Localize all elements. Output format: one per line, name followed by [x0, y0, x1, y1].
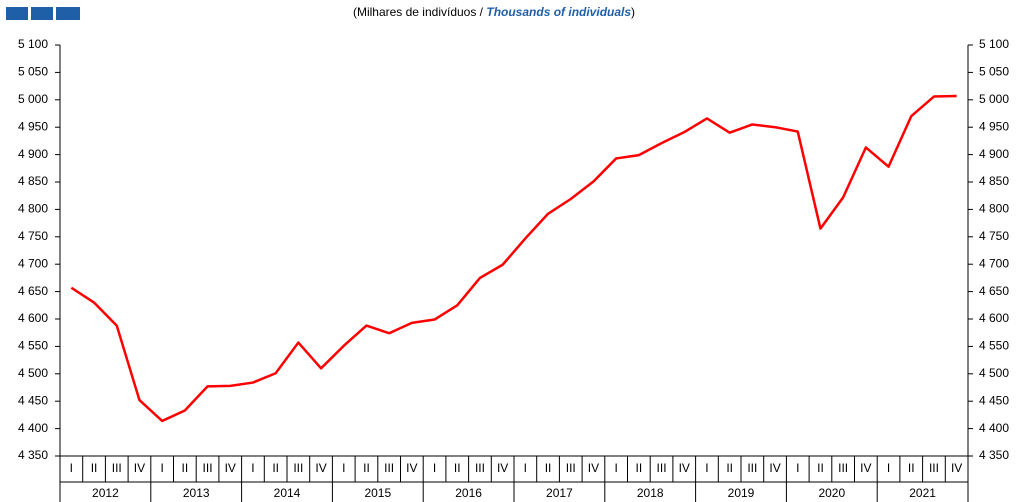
x-tick-label: I [342, 461, 345, 475]
y2-tick-label: 4 350 [979, 448, 1009, 462]
x-tick-label: IV [134, 461, 145, 475]
x-tick-label: II [636, 461, 643, 475]
year-label: 2012 [92, 486, 119, 500]
x-tick-label: I [70, 461, 73, 475]
y-tick-label: 5 050 [18, 65, 48, 79]
year-label: 2018 [637, 486, 664, 500]
x-tick-label: III [475, 461, 485, 475]
y-tick-label: 4 550 [18, 339, 48, 353]
x-tick-label: I [433, 461, 436, 475]
y2-tick-label: 5 100 [979, 37, 1009, 51]
x-tick-label: IV [769, 461, 780, 475]
title-en: Thousands of individuals [486, 5, 631, 19]
y-tick-label: 4 700 [18, 256, 48, 270]
x-tick-label: IV [315, 461, 326, 475]
y2-tick-label: 4 600 [979, 311, 1009, 325]
logo-block [56, 7, 80, 20]
y-tick-label: 4 600 [18, 311, 48, 325]
title-pt: (Milhares de indivíduos / [353, 5, 486, 19]
year-label: 2017 [546, 486, 573, 500]
y-tick-label: 4 750 [18, 229, 48, 243]
y2-tick-label: 4 900 [979, 147, 1009, 161]
y-tick-label: 4 900 [18, 147, 48, 161]
logo-block [31, 7, 53, 20]
x-tick-label: III [657, 461, 667, 475]
x-tick-label: III [929, 461, 939, 475]
y-tick-label: 4 650 [18, 284, 48, 298]
x-tick-label: IV [406, 461, 417, 475]
year-label: 2015 [364, 486, 391, 500]
x-tick-label: II [908, 461, 915, 475]
x-tick-label: IV [951, 461, 962, 475]
x-tick-label: I [160, 461, 163, 475]
x-tick-label: III [747, 461, 757, 475]
x-tick-label: III [384, 461, 394, 475]
y2-tick-label: 4 500 [979, 366, 1009, 380]
year-label: 2014 [274, 486, 301, 500]
y2-tick-label: 4 750 [979, 229, 1009, 243]
y2-tick-label: 4 800 [979, 202, 1009, 216]
x-tick-label: II [726, 461, 733, 475]
chart-title: (Milhares de indivíduos / Thousands of i… [353, 5, 635, 19]
y-tick-label: 4 500 [18, 366, 48, 380]
x-tick-label: IV [497, 461, 508, 475]
x-tick-label: III [293, 461, 303, 475]
x-tick-label: IV [588, 461, 599, 475]
x-tick-label: II [454, 461, 461, 475]
x-tick-label: IV [679, 461, 690, 475]
y2-tick-label: 4 450 [979, 393, 1009, 407]
data-line [70, 94, 957, 423]
y-tick-label: 5 100 [18, 37, 48, 51]
y2-tick-label: 4 550 [979, 339, 1009, 353]
y-tick-label: 4 350 [18, 448, 48, 462]
y2-tick-label: 4 700 [979, 256, 1009, 270]
y-tick-label: 4 800 [18, 202, 48, 216]
x-tick-label: I [705, 461, 708, 475]
year-label: 2020 [818, 486, 845, 500]
x-tick-label: I [887, 461, 890, 475]
x-tick-label: I [524, 461, 527, 475]
x-tick-label: III [203, 461, 213, 475]
y2-tick-label: 5 000 [979, 92, 1009, 106]
title-close: ) [631, 5, 635, 19]
y2-tick-label: 4 950 [979, 119, 1009, 133]
y2-tick-label: 4 400 [979, 421, 1009, 435]
x-tick-label: I [251, 461, 254, 475]
x-tick-label: II [91, 461, 98, 475]
y-tick-label: 4 400 [18, 421, 48, 435]
x-tick-label: IV [225, 461, 236, 475]
y2-tick-label: 4 850 [979, 174, 1009, 188]
year-label: 2021 [909, 486, 936, 500]
year-label: 2016 [455, 486, 482, 500]
y2-tick-label: 4 650 [979, 284, 1009, 298]
x-tick-label: II [545, 461, 552, 475]
logo-block [6, 7, 28, 20]
x-tick-label: II [363, 461, 370, 475]
y-tick-label: 5 000 [18, 92, 48, 106]
x-tick-label: IV [860, 461, 871, 475]
y2-tick-label: 5 050 [979, 65, 1009, 79]
x-tick-label: III [112, 461, 122, 475]
year-label: 2013 [183, 486, 210, 500]
x-tick-label: I [796, 461, 799, 475]
y-tick-label: 4 850 [18, 174, 48, 188]
y-tick-label: 4 950 [18, 119, 48, 133]
x-tick-label: III [838, 461, 848, 475]
x-tick-label: II [272, 461, 279, 475]
x-tick-label: I [614, 461, 617, 475]
y-tick-label: 4 450 [18, 393, 48, 407]
x-tick-label: III [566, 461, 576, 475]
x-tick-label: II [817, 461, 824, 475]
x-tick-label: II [182, 461, 189, 475]
year-label: 2019 [728, 486, 755, 500]
